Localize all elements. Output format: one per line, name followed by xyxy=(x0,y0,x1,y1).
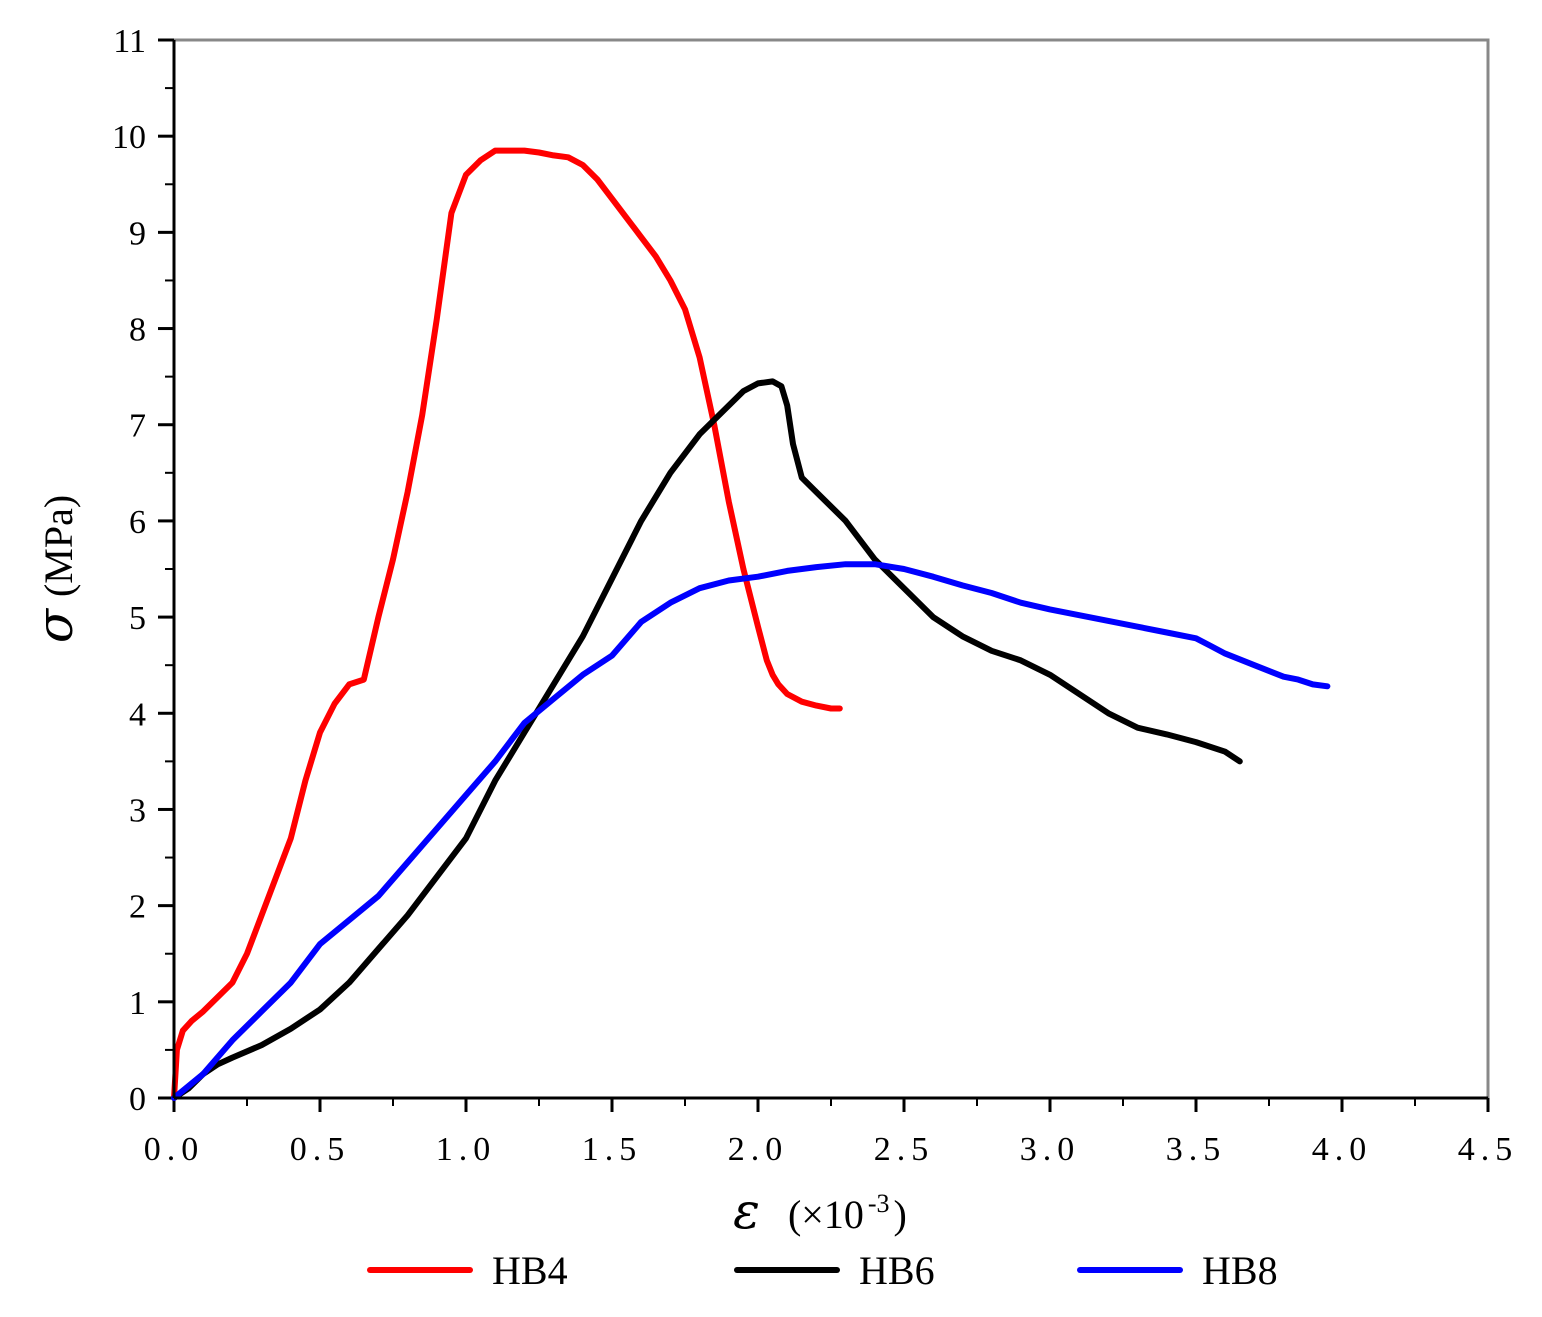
x-tick-label: 1.0 xyxy=(436,1131,497,1168)
x-tick-label: 4.5 xyxy=(1458,1131,1519,1168)
y-tick-label: 1 xyxy=(129,985,146,1022)
x-tick-label: 2.0 xyxy=(728,1131,789,1168)
series-line-hb6 xyxy=(171,378,1243,1101)
x-tick-label: 2.5 xyxy=(874,1131,935,1168)
y-tick-label: 9 xyxy=(129,215,146,252)
x-tick-label: 0.5 xyxy=(290,1131,351,1168)
x-axis-exponent: -3 xyxy=(868,1189,890,1218)
x-tick-label: 0.0 xyxy=(144,1131,205,1168)
legend-label-hb6: HB6 xyxy=(859,1248,935,1293)
y-tick-label: 0 xyxy=(129,1081,146,1118)
svg-text:σ (MPa): σ (MPa) xyxy=(26,495,84,643)
y-axis-unit: (MPa) xyxy=(36,495,81,597)
axis-ticks xyxy=(158,38,1490,1112)
series-line-hb8 xyxy=(171,561,1331,1101)
y-tick-label: 8 xyxy=(129,312,146,349)
y-tick-label: 2 xyxy=(129,889,146,926)
x-tick-label: 3.5 xyxy=(1166,1131,1227,1168)
y-tick-label: 11 xyxy=(113,23,146,60)
x-tick-label: 1.5 xyxy=(582,1131,643,1168)
x-axis-unit: (×10 xyxy=(788,1192,864,1237)
y-axis-symbol: σ xyxy=(26,607,84,643)
legend-label-hb8: HB8 xyxy=(1202,1248,1278,1293)
tick-labels: 0.0 0.5 1.0 1.5 2.0 2.5 3.0 3.5 4.0 4.5 0 1 2 3 4 5 6 7 8 9… xyxy=(112,23,1519,1168)
y-tick-label: 3 xyxy=(129,792,146,829)
series-line-hb4 xyxy=(171,147,843,1101)
y-axis-label: σ (MPa) xyxy=(26,495,84,643)
y-tick-label: 7 xyxy=(129,408,146,445)
x-tick-label: 4.0 xyxy=(1312,1131,1373,1168)
plot-frame xyxy=(172,38,1490,1100)
y-tick-label: 4 xyxy=(129,696,146,733)
x-axis-label: ε (×10 -3 ) xyxy=(733,1182,907,1240)
y-tick-label: 5 xyxy=(129,600,146,637)
svg-text:ε (×10 -3 ): ε (×10 -3 ) xyxy=(733,1182,907,1240)
series-group xyxy=(171,147,1331,1101)
x-axis-close: ) xyxy=(894,1192,907,1237)
x-tick-label: 3.0 xyxy=(1020,1131,1081,1168)
y-tick-label: 6 xyxy=(129,504,146,541)
legend-label-hb4: HB4 xyxy=(492,1248,568,1293)
legend: HB4 HB6 HB8 xyxy=(367,1248,1278,1293)
y-tick-label: 10 xyxy=(112,119,146,156)
x-axis-symbol: ε xyxy=(733,1182,760,1240)
